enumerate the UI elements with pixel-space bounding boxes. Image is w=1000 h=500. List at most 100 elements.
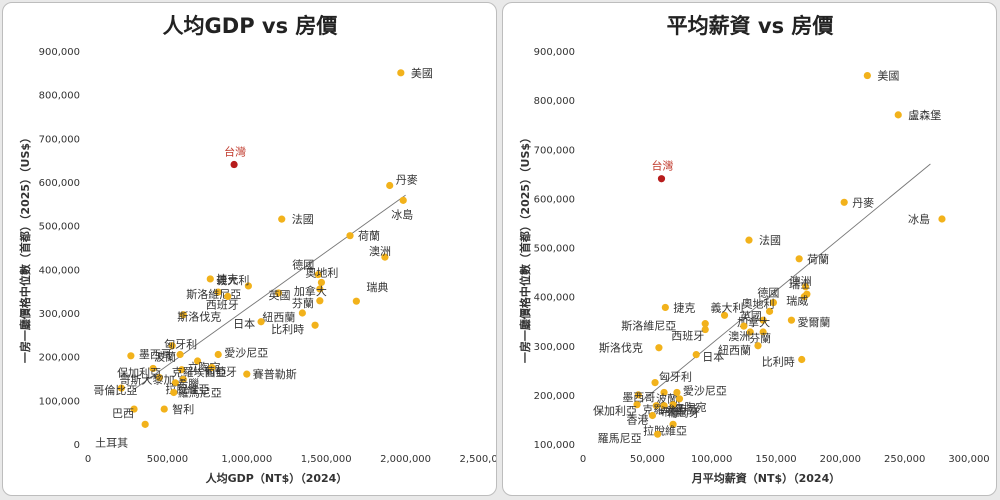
data-point bbox=[634, 391, 642, 399]
point-label: 法國 bbox=[759, 233, 781, 247]
data-point bbox=[692, 350, 700, 359]
data-point bbox=[938, 215, 946, 223]
data-point bbox=[660, 402, 668, 410]
data-point bbox=[652, 402, 660, 410]
data-point bbox=[795, 255, 803, 263]
data-point bbox=[840, 198, 848, 206]
point-label: 希臘 bbox=[660, 405, 682, 419]
data-point bbox=[179, 375, 187, 383]
point-label: 義大利 bbox=[711, 300, 744, 314]
data-point bbox=[765, 307, 774, 315]
x-tick-label: 2,500,000 bbox=[460, 454, 496, 465]
data-point bbox=[740, 322, 748, 330]
point-label: 芬蘭 bbox=[292, 297, 314, 310]
point-label: 墨西哥 bbox=[139, 348, 172, 361]
point-label: 加拿大 bbox=[294, 284, 327, 298]
data-point bbox=[399, 196, 407, 204]
point-label: 比利時 bbox=[762, 356, 795, 369]
data-point bbox=[230, 160, 238, 169]
data-point bbox=[660, 388, 668, 397]
x-tick-label: 150,000 bbox=[755, 454, 796, 465]
data-point bbox=[127, 352, 135, 360]
data-point bbox=[149, 364, 157, 373]
data-point bbox=[243, 370, 251, 378]
point-label: 匈牙利 bbox=[164, 337, 197, 351]
data-point bbox=[769, 298, 778, 307]
data-point bbox=[759, 328, 767, 336]
data-point bbox=[648, 411, 657, 420]
point-label: 冰島 bbox=[908, 212, 930, 226]
point-label: 賽普勒斯 bbox=[253, 367, 297, 381]
x-tick-label: 300,000 bbox=[948, 454, 989, 465]
point-label: 紐西蘭 bbox=[262, 311, 295, 324]
data-point bbox=[155, 374, 164, 382]
data-point bbox=[171, 379, 179, 387]
data-point bbox=[746, 328, 754, 336]
y-tick-label: 100,000 bbox=[39, 396, 80, 407]
point-label: 丹麥 bbox=[396, 173, 418, 186]
point-label: 克羅埃西亞 bbox=[642, 403, 697, 417]
x-tick-label: 1,000,000 bbox=[221, 454, 272, 465]
point-label: 澳洲 bbox=[728, 330, 750, 343]
data-point bbox=[193, 357, 202, 365]
point-label: 哥斯大黎加 bbox=[119, 373, 174, 387]
x-axis-label: 月平均薪資（NT$）（2024） bbox=[691, 471, 840, 485]
chart-panel-gdp: 人均GDP vs 房價 0 500,000 1,000,000 1,500,000 2,0… bbox=[2, 2, 497, 496]
y-tick-label: 600,000 bbox=[534, 194, 575, 205]
point-label: 奧地利 bbox=[305, 266, 338, 279]
data-point bbox=[381, 253, 389, 261]
point-label: 荷蘭 bbox=[358, 230, 380, 243]
data-point bbox=[117, 384, 125, 392]
point-label: 斯洛維尼亞 bbox=[621, 319, 676, 333]
point-label: 愛爾蘭 bbox=[797, 316, 830, 329]
point-label: 日本 bbox=[233, 317, 255, 331]
chart-title: 平均薪資 vs 房價 bbox=[667, 14, 835, 38]
point-label: 匈牙利 bbox=[659, 370, 692, 384]
point-label: 巴西 bbox=[112, 407, 134, 420]
x-tick-label: 500,000 bbox=[147, 454, 188, 465]
data-point bbox=[863, 71, 871, 80]
data-point bbox=[720, 311, 729, 319]
point-label: 冰島 bbox=[391, 207, 413, 221]
data-point bbox=[316, 285, 324, 293]
point-label: 保加利亞 bbox=[117, 365, 161, 379]
data-point bbox=[317, 278, 326, 287]
y-tick-label: 600,000 bbox=[39, 178, 80, 189]
data-point bbox=[311, 321, 319, 329]
data-point bbox=[160, 405, 168, 413]
point-label: 芬蘭 bbox=[749, 332, 771, 345]
point-label: 瑞士 bbox=[789, 277, 811, 291]
data-point bbox=[669, 401, 677, 409]
data-point bbox=[178, 366, 186, 374]
point-label: 愛沙尼亞 bbox=[683, 384, 727, 397]
data-point bbox=[800, 293, 808, 301]
y-tick-label: 500,000 bbox=[39, 222, 80, 233]
data-point bbox=[346, 232, 354, 240]
y-tick-label: 900,000 bbox=[534, 47, 575, 58]
data-point bbox=[214, 350, 222, 359]
y-axis-label: 一房一廳價格中位數（首都）（2025）（US$） bbox=[18, 132, 32, 363]
data-point bbox=[224, 292, 232, 301]
data-point bbox=[130, 405, 138, 413]
point-label: 澳洲 bbox=[790, 275, 812, 288]
point-label: 土耳其 bbox=[95, 436, 128, 449]
point-label: 英國 bbox=[740, 309, 762, 323]
y-tick-label: 400,000 bbox=[39, 265, 80, 276]
x-tick-label: 0 bbox=[580, 454, 586, 465]
point-label: 捷克 bbox=[673, 300, 695, 314]
data-point bbox=[754, 342, 762, 350]
trend-line bbox=[634, 163, 931, 408]
point-label: 墨西哥 bbox=[622, 391, 655, 404]
data-point bbox=[298, 309, 306, 317]
x-tick-label: 50,000 bbox=[630, 454, 665, 465]
y-tick-label: 800,000 bbox=[39, 91, 80, 102]
chart-title: 人均GDP vs 房價 bbox=[163, 14, 339, 38]
point-label: 德國 bbox=[292, 258, 314, 272]
point-label: 斯洛伐克 bbox=[599, 341, 643, 355]
y-tick-label: 200,000 bbox=[534, 391, 575, 402]
data-point bbox=[208, 363, 216, 372]
point-label: 丹麥 bbox=[852, 196, 874, 209]
point-label: 羅馬尼亞 bbox=[178, 386, 222, 399]
data-point bbox=[745, 236, 753, 244]
point-label: 波蘭 bbox=[154, 350, 176, 363]
